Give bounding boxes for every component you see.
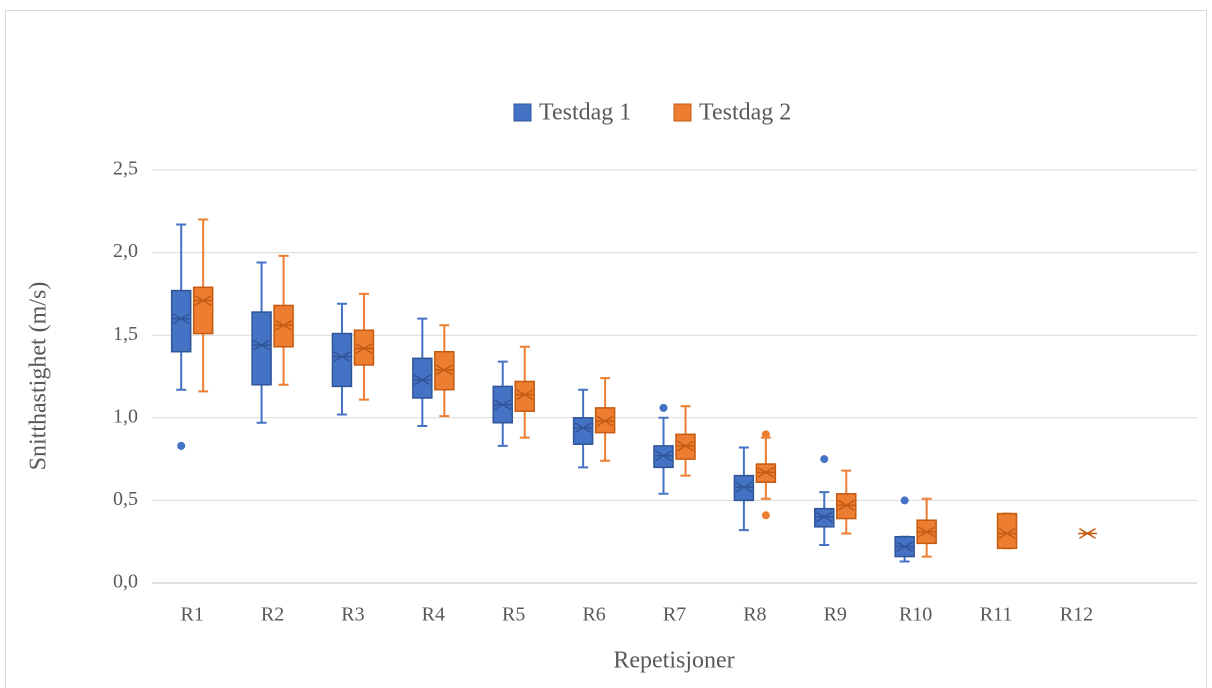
whisker-high [358, 292, 369, 331]
whisker-low [439, 389, 450, 418]
legend-label: Testdag 2 [699, 100, 791, 126]
x-tick-label: R4 [422, 604, 445, 626]
whisker-low [738, 500, 749, 532]
whisker-high [578, 388, 589, 418]
y-tick-label: 2,5 [113, 158, 138, 180]
whisker-high [600, 377, 611, 408]
mean-marker [574, 422, 592, 434]
whisker-low [256, 384, 267, 424]
whisker-low [760, 482, 771, 500]
whisker-high [256, 261, 267, 313]
whisker-high [519, 345, 530, 382]
whisker-high [336, 302, 347, 334]
outlier [761, 511, 770, 520]
whisker-low [278, 346, 289, 386]
whisker-low [600, 432, 611, 462]
mean-marker [253, 339, 270, 351]
mean-marker [655, 450, 672, 462]
box [251, 311, 272, 386]
x-tick-label: R9 [824, 604, 847, 626]
whisker-high [417, 317, 428, 359]
whisker-low [819, 526, 830, 547]
outlier [761, 430, 770, 439]
whisker-high [278, 254, 289, 306]
x-tick-label: R7 [663, 604, 686, 626]
y-tick-label: 2,0 [113, 240, 138, 262]
whisker-low [336, 386, 347, 416]
y-tick-label: 0,5 [113, 488, 138, 510]
outlier [820, 455, 829, 464]
whisker-low [921, 543, 932, 558]
whisker-high [176, 223, 187, 291]
whisker-low [358, 364, 369, 401]
whisker-low [578, 444, 589, 469]
mean-marker [355, 342, 373, 354]
mean-marker [194, 295, 212, 306]
whisker-high [497, 360, 508, 387]
x-tick-label: R12 [1060, 604, 1093, 626]
x-tick-label: R5 [502, 604, 525, 626]
whisker-high [841, 469, 852, 494]
box [331, 332, 353, 388]
whisker-low [841, 518, 852, 535]
mean-marker [172, 313, 190, 325]
box [412, 357, 433, 399]
whisker-low [658, 467, 669, 495]
mean-marker [837, 499, 855, 511]
y-tick-label: 1,0 [113, 405, 138, 427]
y-tick-label: 0,0 [113, 571, 138, 593]
whisker-high [658, 416, 669, 446]
x-tick-label: R2 [261, 604, 284, 626]
x-tick-label: R3 [341, 604, 364, 626]
whisker-high [819, 491, 830, 509]
box [192, 286, 214, 335]
mean-marker [516, 389, 534, 401]
mean-marker [677, 440, 694, 452]
mean-marker [413, 374, 431, 386]
whisker-low [417, 397, 428, 428]
outlier [900, 496, 909, 505]
whisker-low [519, 411, 530, 439]
whisker-high [439, 324, 450, 352]
chart-frame [5, 10, 1207, 688]
mean-marker [815, 511, 833, 523]
legend-swatch [513, 103, 532, 122]
whisker-low [198, 333, 209, 393]
mean-marker [998, 527, 1016, 539]
mean-marker [596, 415, 614, 427]
x-tick-label: R11 [980, 604, 1013, 626]
legend-swatch [673, 103, 692, 122]
x-axis-title: Repetisjoner [613, 648, 734, 674]
legend-label: Testdag 1 [539, 100, 631, 126]
mean-marker [757, 466, 775, 478]
x-tick-label: R8 [743, 604, 766, 626]
x-tick-label: R6 [582, 604, 605, 626]
box [996, 512, 1018, 550]
box [514, 380, 535, 412]
y-tick-label: 1,5 [113, 323, 138, 345]
mean-marker [896, 541, 914, 553]
mean-marker [494, 399, 512, 411]
outlier [177, 441, 186, 450]
whisker-low [176, 351, 187, 391]
x-tick-label: R1 [181, 604, 204, 626]
mean-marker [275, 319, 292, 331]
whisker-high [738, 446, 749, 476]
whisker-low [680, 459, 691, 477]
box [170, 289, 192, 353]
mean-marker [735, 481, 753, 493]
mean-marker [435, 364, 453, 376]
whisker-low [497, 422, 508, 447]
y-axis-title: Snitthastighet (m/s) [26, 282, 52, 471]
whisker-high [680, 405, 691, 435]
mean-marker [333, 351, 351, 363]
mean-marker [918, 526, 936, 538]
whisker-low [899, 556, 910, 563]
outlier [659, 403, 668, 412]
whisker-high [921, 497, 932, 521]
x-tick-label: R10 [899, 604, 932, 626]
whisker-high [198, 218, 209, 288]
mean-marker [1079, 527, 1096, 539]
